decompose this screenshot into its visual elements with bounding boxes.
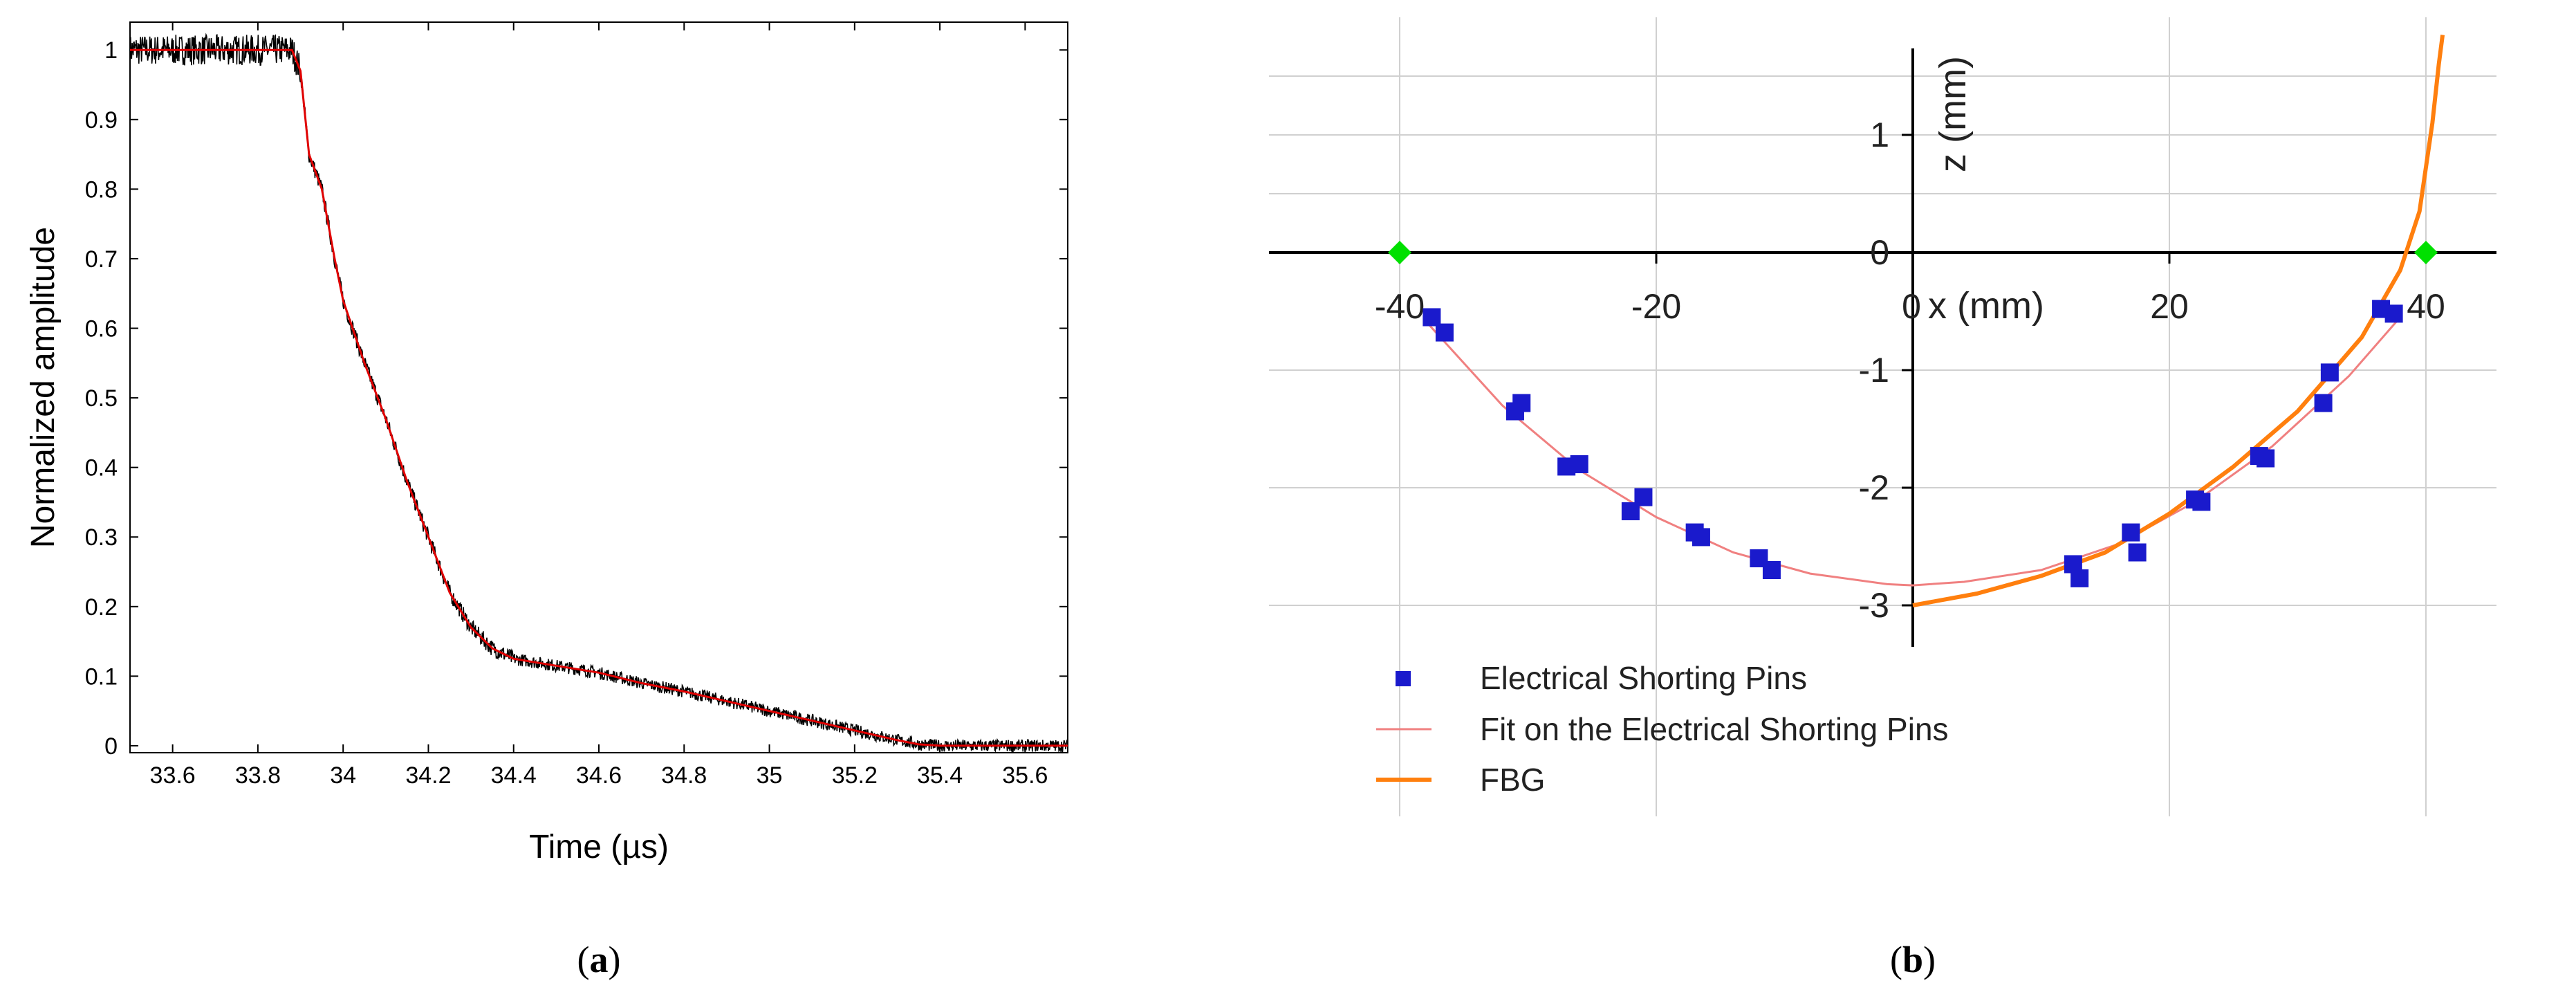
panel-b-z-tick-label: 0: [1870, 233, 1889, 272]
panel-b-axes: [1269, 48, 2496, 647]
panel-b-shorting-pin-point: [2128, 543, 2147, 562]
panel-a-y-tick-label: 0.6: [85, 316, 118, 342]
panel-a-axes-frame: [129, 21, 1068, 753]
panel-a-y-tick-label: 0.8: [85, 176, 118, 203]
panel-a-ticks: 33.6 33.8 34 34.2 34.4 34.6 34.8 35 35.2 35.4 35.6…: [85, 22, 1068, 789]
panel-a-x-tick-label: 34.2: [405, 762, 451, 789]
panel-a-y-tick-label: 0.7: [85, 246, 118, 273]
panel-b-z-tick-label: -2: [1859, 468, 1889, 507]
legend-label-fit: Fit on the Electrical Shorting Pins: [1480, 711, 1949, 747]
panel-b-shorting-pin-point: [1762, 561, 1781, 579]
legend-marker-pins: [1396, 671, 1411, 686]
panel-b-x-tick-label: -40: [1375, 287, 1425, 326]
panel-b-shorting-pin-point: [1692, 528, 1710, 547]
panel-b-shorting-pin-point: [1423, 308, 1441, 327]
panel-b-x-tick-label: -20: [1631, 287, 1681, 326]
panel-a-x-tick-label: 35.6: [1002, 762, 1048, 789]
panel-a-y-tick-label: 0.9: [85, 107, 118, 134]
panel-a-x-tick-label: 34.8: [661, 762, 707, 789]
panel-b-shorting-pin-point: [2314, 394, 2333, 412]
panel-b-plot: -40 -20 0 20 40 1 0 -1 -2 -3 x (mm) z (mm) Electr…: [1269, 17, 2496, 980]
panel-a-series-measured: [129, 33, 1068, 753]
panel-b-series: [1388, 35, 2445, 607]
panel-a-y-tick-label: 1: [104, 37, 118, 64]
panel-b-shorting-pin-point: [1512, 394, 1531, 412]
panel-b-shorting-pin-point: [2384, 304, 2403, 323]
panel-b-series-fit: [1424, 316, 2402, 587]
panel-b-x-tick-label: 0: [1902, 287, 1921, 326]
legend-label-fbg: FBG: [1480, 762, 1546, 798]
panel-b-ticks: -40 -20 0 20 40 1 0 -1 -2 -3: [1375, 116, 2445, 625]
panel-b-x-tick-label: 40: [2407, 287, 2445, 326]
panel-b-series-fbg: [1912, 35, 2445, 607]
panel-a-y-tick-label: 0.4: [85, 455, 118, 482]
panel-a-x-tick-label: 33.8: [235, 762, 281, 789]
panel-a-y-tick-label: 0: [104, 733, 118, 760]
panel-b-z-tick-label: -3: [1859, 586, 1889, 625]
panel-a-plot: 33.6 33.8 34 34.2 34.4 34.6 34.8 35 35.2 35.4 35.6…: [25, 21, 1068, 980]
panel-a-x-tick-label: 35: [757, 762, 783, 789]
panel-b-shorting-pin-point: [2257, 449, 2275, 468]
panel-b-caption-letter: b: [1902, 939, 1923, 980]
panel-a-y-tick-label: 0.1: [85, 663, 118, 690]
panel-b-z-tick-label: -1: [1859, 351, 1889, 389]
panel-a-x-axis-label: Time (µs): [529, 829, 669, 865]
panel-b-shorting-pin-point: [1634, 488, 1653, 506]
legend-label-pins: Electrical Shorting Pins: [1480, 660, 1807, 696]
panel-a-y-tick-label: 0.5: [85, 385, 118, 412]
panel-a-caption: (a): [577, 939, 621, 980]
panel-b-shorting-pin-point: [2192, 493, 2211, 511]
panel-a-y-axis-label: Normalized amplitude: [25, 227, 62, 548]
panel-b-z-tick-label: 1: [1870, 116, 1889, 154]
panel-a-y-tick-label: 0.3: [85, 524, 118, 551]
panel-a-y-tick-label: 0.2: [85, 594, 118, 621]
panel-b-shorting-pin-point: [2070, 569, 2089, 587]
panel-a-x-tick-label: 35.2: [832, 762, 878, 789]
panel-b-shorting-pin-point: [2122, 523, 2140, 542]
panel-b-x-axis-label: x (mm): [1928, 285, 2044, 327]
panel-a-x-tick-label: 33.6: [150, 762, 196, 789]
panel-a-caption-letter: a: [590, 939, 609, 980]
panel-a-x-tick-label: 34: [330, 762, 356, 789]
panel-b-shorting-pin-point: [1435, 323, 1454, 342]
panel-a-series-fit: [130, 48, 1068, 747]
panel-a-x-tick-label: 35.4: [917, 762, 963, 789]
panel-b-endpoint-marker: [2414, 241, 2438, 264]
panel-b-y-axis-label: z (mm): [1932, 56, 1974, 172]
panel-b-x-tick-label: 20: [2150, 287, 2189, 326]
panel-b-shorting-pin-point: [2320, 363, 2339, 382]
panel-b-legend: Electrical Shorting Pins Fit on the Elec…: [1376, 660, 1949, 798]
panel-a-x-tick-label: 34.6: [576, 762, 622, 789]
panel-b-endpoint-marker: [1388, 241, 1411, 264]
panel-a-series: [129, 33, 1068, 753]
panel-b-shorting-pin-point: [1570, 455, 1588, 473]
panel-b-caption: (b): [1890, 939, 1936, 980]
panel-a-x-tick-label: 34.4: [491, 762, 537, 789]
